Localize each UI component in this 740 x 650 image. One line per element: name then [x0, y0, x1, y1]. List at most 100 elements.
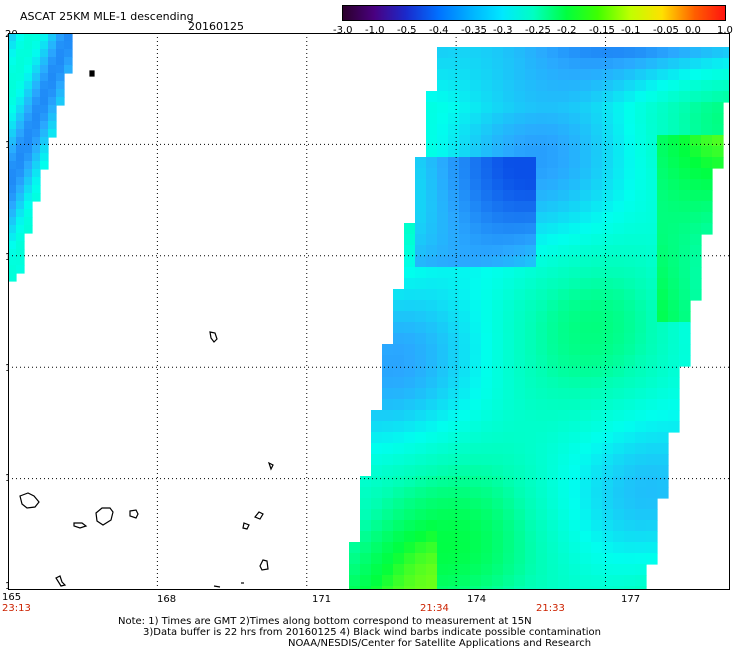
- wind-cell: [448, 564, 460, 576]
- wind-cell: [657, 256, 669, 268]
- wind-cell: [701, 113, 713, 125]
- wind-cell: [569, 80, 581, 92]
- wind-cell: [624, 234, 636, 246]
- wind-cell: [503, 432, 515, 444]
- wind-cell: [701, 179, 713, 191]
- wind-cell: [558, 432, 570, 444]
- wind-cell: [393, 443, 405, 455]
- note-line-2: 3)Data buffer is 22 hrs from 20160125 4)…: [143, 627, 601, 638]
- wind-cell: [492, 388, 504, 400]
- wind-cell: [514, 245, 526, 257]
- wind-cell: [514, 168, 526, 180]
- wind-cell: [492, 509, 504, 521]
- wind-cell: [40, 33, 49, 42]
- wind-cell: [426, 135, 438, 147]
- wind-cell: [679, 124, 691, 136]
- wind-cell: [16, 265, 25, 274]
- wind-cell: [437, 322, 449, 334]
- wind-cell: [569, 91, 581, 103]
- wind-cell: [56, 57, 65, 66]
- wind-cell: [448, 443, 460, 455]
- wind-cell: [8, 41, 17, 50]
- wind-cell: [525, 234, 537, 246]
- wind-cell: [470, 476, 482, 488]
- wind-cell: [690, 157, 702, 169]
- wind-cell: [536, 80, 548, 92]
- wind-cell: [393, 476, 405, 488]
- wind-cell: [569, 377, 581, 389]
- wind-cell: [668, 344, 680, 356]
- wind-cell: [635, 289, 647, 301]
- wind-cell: [8, 233, 17, 242]
- wind-cell: [503, 58, 515, 70]
- wind-cell: [415, 344, 427, 356]
- wind-cell: [657, 454, 669, 466]
- wind-cell: [558, 234, 570, 246]
- wind-cell: [481, 256, 493, 268]
- wind-cell: [624, 476, 636, 488]
- wind-cell: [459, 509, 471, 521]
- wind-cell: [459, 531, 471, 543]
- wind-cell: [690, 47, 702, 59]
- wind-cell: [437, 498, 449, 510]
- wind-cell: [492, 146, 504, 158]
- wind-cell: [459, 300, 471, 312]
- wind-cell: [591, 245, 603, 257]
- colorbar-label: -0.5: [397, 25, 417, 36]
- wind-cell: [646, 410, 658, 422]
- wind-cell: [437, 47, 449, 59]
- wind-cell: [481, 476, 493, 488]
- wind-cell: [404, 245, 416, 257]
- wind-cell: [591, 267, 603, 279]
- wind-cell: [536, 157, 548, 169]
- wind-cell: [646, 487, 658, 499]
- wind-cell: [437, 465, 449, 477]
- wind-cell: [613, 245, 625, 257]
- wind-cell: [536, 487, 548, 499]
- wind-cell: [536, 520, 548, 532]
- wind-cell: [602, 487, 614, 499]
- wind-cell: [470, 509, 482, 521]
- wind-cell: [602, 421, 614, 433]
- wind-cell: [415, 465, 427, 477]
- wind-cell: [8, 161, 17, 170]
- wind-cell: [635, 201, 647, 213]
- wind-cell: [635, 212, 647, 224]
- wind-cell: [514, 47, 526, 59]
- lon-label-171: 171: [312, 594, 332, 605]
- wind-cell: [514, 91, 526, 103]
- wind-cell: [393, 509, 405, 521]
- wind-cell: [613, 135, 625, 147]
- wind-cell: [503, 399, 515, 411]
- wind-cell: [668, 190, 680, 202]
- wind-cell: [371, 465, 383, 477]
- wind-cell: [580, 157, 592, 169]
- wind-cell: [470, 465, 482, 477]
- wind-cell: [646, 388, 658, 400]
- wind-cell: [8, 273, 17, 282]
- wind-cell: [492, 190, 504, 202]
- wind-cell: [459, 58, 471, 70]
- wind-cell: [448, 179, 460, 191]
- island-outline: [73, 522, 88, 529]
- wind-cell: [569, 454, 581, 466]
- wind-cell: [426, 113, 438, 125]
- wind-cell: [646, 333, 658, 345]
- wind-cell: [525, 300, 537, 312]
- wind-cell: [668, 421, 680, 433]
- wind-cell: [635, 564, 647, 576]
- wind-cell: [602, 366, 614, 378]
- wind-cell: [437, 80, 449, 92]
- wind-cell: [371, 520, 383, 532]
- wind-cell: [602, 311, 614, 323]
- wind-cell: [393, 322, 405, 334]
- wind-cell: [56, 41, 65, 50]
- wind-cell: [536, 267, 548, 279]
- wind-cell: [382, 421, 394, 433]
- swath-right: [349, 47, 730, 590]
- wind-cell: [448, 201, 460, 213]
- wind-cell: [613, 531, 625, 543]
- wind-cell: [481, 168, 493, 180]
- wind-cell: [492, 69, 504, 81]
- colorbar-segment: [406, 5, 439, 21]
